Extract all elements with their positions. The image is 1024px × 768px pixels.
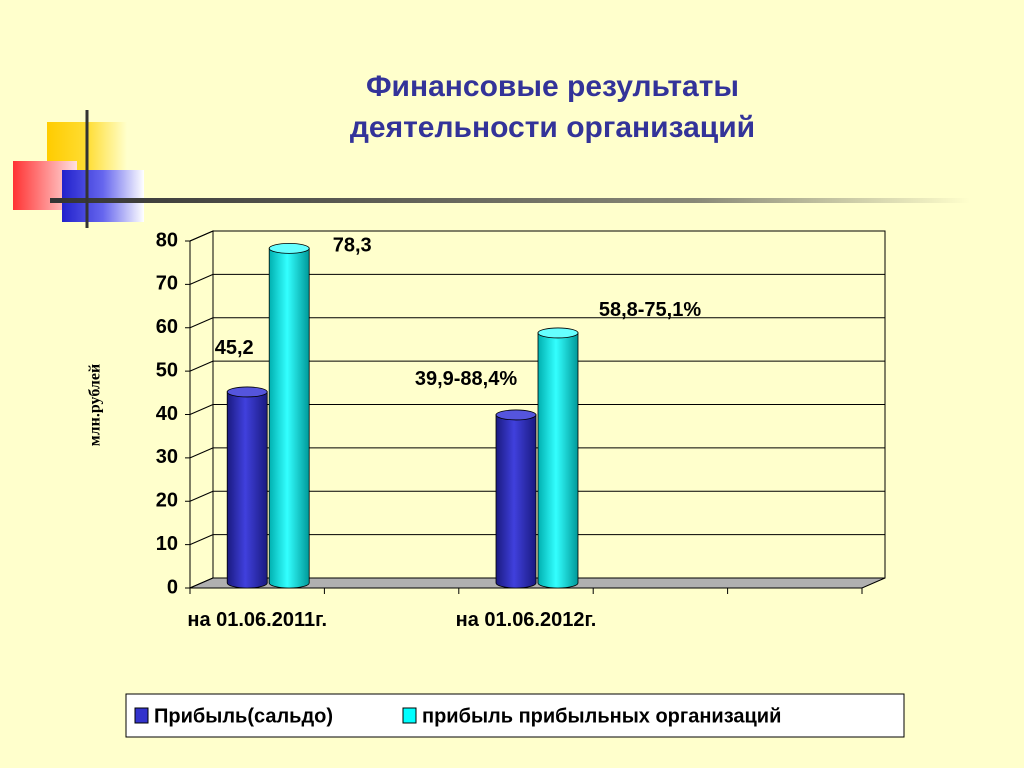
x-tick-label: на 01.06.2011г.: [187, 609, 327, 631]
bar-top: [537, 327, 579, 339]
value-label: 78,3: [333, 235, 372, 257]
divider: [50, 198, 970, 203]
bar: [537, 332, 579, 589]
bar-top: [226, 386, 268, 398]
x-tick-label: на 01.06.2012г.: [455, 609, 597, 631]
y-tick-label: 30: [156, 446, 178, 468]
side-grid-line: [189, 230, 214, 242]
side-grid-line: [189, 273, 214, 285]
legend: [125, 693, 905, 738]
deco-blue: [62, 170, 144, 222]
y-tick-label: 70: [156, 273, 178, 295]
y-tick-label: 40: [156, 403, 178, 425]
y-tick-label: 20: [156, 490, 178, 512]
y-tick-label: 50: [156, 359, 178, 381]
side-grid-line: [189, 534, 214, 546]
chart-title: Финансовые результаты деятельности орган…: [349, 70, 756, 144]
value-label: 39,9-88,4%: [415, 368, 518, 390]
y-axis-label: млн.рублей: [87, 364, 104, 446]
side-grid-line: [189, 404, 214, 415]
side-grid-line: [189, 447, 214, 459]
y-tick-label: 10: [156, 533, 178, 555]
bar-top: [268, 242, 310, 254]
legend-label: Прибыль(сальдо): [154, 705, 333, 727]
side-grid-line: [189, 360, 214, 372]
legend-label: прибыль прибыльных организаций: [422, 705, 781, 727]
bar: [226, 391, 268, 589]
side-grid-line: [189, 317, 214, 329]
legend-swatch: [134, 707, 149, 724]
value-label: 58,8-75,1%: [599, 299, 702, 321]
y-tick-label: 60: [156, 316, 178, 338]
bar-top: [495, 409, 537, 421]
y-tick-label: 80: [156, 229, 178, 251]
side-grid-line: [189, 490, 214, 502]
legend-swatch: [402, 707, 417, 724]
bar: [268, 247, 310, 589]
bar: [495, 414, 537, 589]
y-tick-label: 0: [167, 576, 178, 598]
value-label: 45,2: [215, 337, 254, 359]
